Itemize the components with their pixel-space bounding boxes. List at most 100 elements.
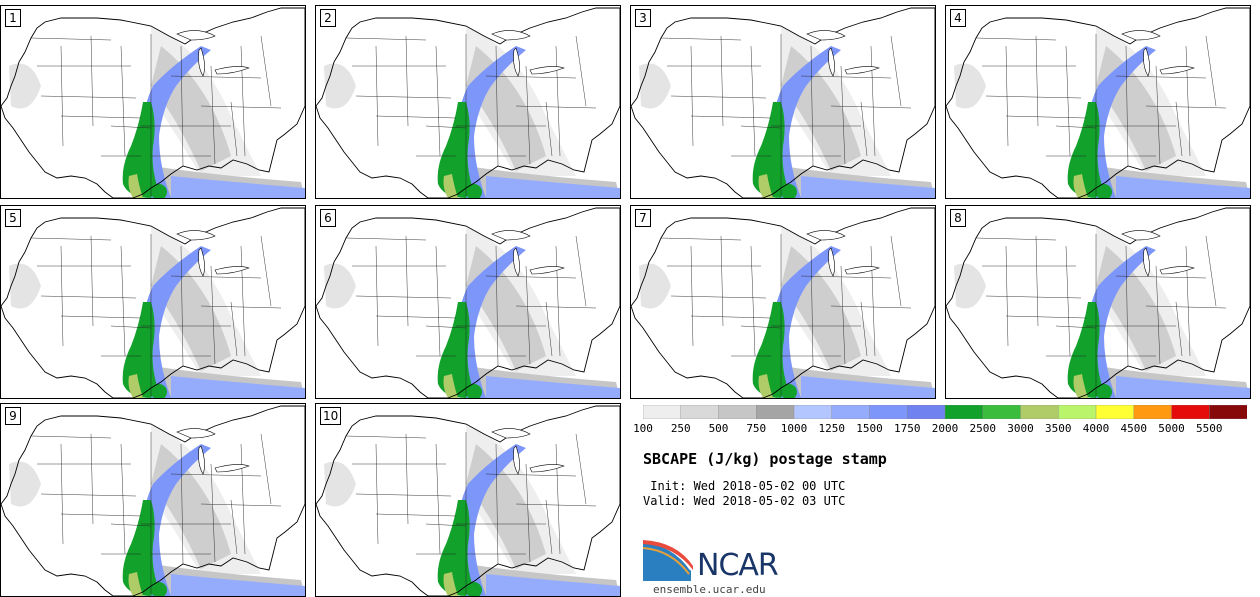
state-border [840,265,846,365]
state-border [230,101,238,157]
state-border [1155,65,1161,165]
state-border [1065,245,1071,357]
coastline [946,7,1250,198]
cape-shading [122,302,157,398]
cape-shading [1073,174,1088,198]
state-border [810,245,814,367]
state-border [1055,125,1097,129]
cape-shading [1067,102,1102,198]
great-lakes [176,428,250,475]
colorbar-legend: 100 250 500 750 1000 1250 1500 1750 2000 2500 3000… [632,404,1252,444]
state-border [740,125,782,129]
cape-shading [443,374,458,398]
colorbar-tick-label: 3000 [1007,422,1034,435]
cape-map [631,207,935,398]
state-border [1005,115,1087,119]
state-border [180,443,184,565]
member-number-label: 3 [635,9,651,27]
state-border [495,245,499,367]
cape-shading [781,384,797,398]
great-lakes [806,230,880,277]
cape-shading [437,302,472,398]
state-border [485,275,577,279]
cape-shading [171,376,305,398]
state-border [515,305,597,309]
cape-shading [466,384,482,398]
colorbar-tick-label: 2000 [931,422,959,435]
cape-map [316,207,620,398]
state-border [870,245,876,357]
ensemble-member-panel-5: 5 [0,205,306,399]
state-border [355,95,452,99]
state-border [545,499,553,555]
state-border [60,115,142,119]
state-border [1035,235,1039,327]
cape-shading [9,461,41,507]
member-number-label: 6 [320,209,336,227]
cape-shading [128,374,143,398]
cape-shading [954,263,986,309]
cape-shading [639,263,671,309]
state-border [1175,301,1183,357]
cape-shading [1085,46,1156,198]
state-border [810,45,814,167]
state-border [1125,245,1129,367]
state-border [975,237,1057,241]
cape-shading [758,174,773,198]
state-border [800,75,892,79]
state-border [60,443,64,545]
member-number-label: 10 [320,407,342,425]
cape-shading [781,184,797,198]
state-border [690,45,694,147]
cape-shading [455,444,526,596]
cape-shading [128,174,143,198]
state-border [515,105,597,109]
plot-title: SBCAPE (J/kg) postage stamp [643,450,887,468]
state-border [575,433,587,505]
cape-shading [140,444,211,596]
state-border [200,105,282,109]
cape-shading [9,63,41,109]
state-border [975,37,1057,41]
state-border [1035,35,1039,127]
state-border [210,463,216,563]
cape-shading [140,246,211,398]
state-border [230,301,238,357]
coastline [631,207,935,398]
cape-map [316,7,620,198]
colorbar-swatch [869,405,908,419]
cape-shading [324,263,356,309]
cape-shading [466,582,482,596]
state-border [110,325,152,329]
state-border [40,295,137,299]
state-border [1145,305,1227,309]
colorbar-tick-label: 1500 [856,422,883,435]
valid-time: Valid: Wed 2018-05-02 03 UTC [643,494,846,508]
coastline [946,207,1250,398]
cape-shading [437,500,472,596]
state-border [985,95,1082,99]
state-border [555,245,561,357]
cape-shading [122,102,157,198]
state-border [1115,75,1207,79]
ensemble-member-panel-7: 7 [630,205,936,399]
colorbar [643,405,1247,419]
cape-shading [486,376,620,398]
state-border [555,45,561,157]
state-border [210,65,216,165]
init-time: Init: Wed 2018-05-02 00 UTC [643,479,846,493]
site-url: ensemble.ucar.edu [653,583,766,596]
cape-shading [801,176,935,198]
state-border [485,473,577,477]
member-number-label: 4 [950,9,966,27]
great-lakes [1121,230,1195,277]
ensemble-member-panel-1: 1 [0,5,306,199]
great-lakes [491,30,565,77]
great-lakes [176,230,250,277]
state-border [90,35,94,127]
state-border [525,65,531,165]
colorbar-tick-label: 750 [746,422,767,435]
state-border [525,463,531,563]
state-border [425,125,467,129]
state-border [375,443,379,545]
